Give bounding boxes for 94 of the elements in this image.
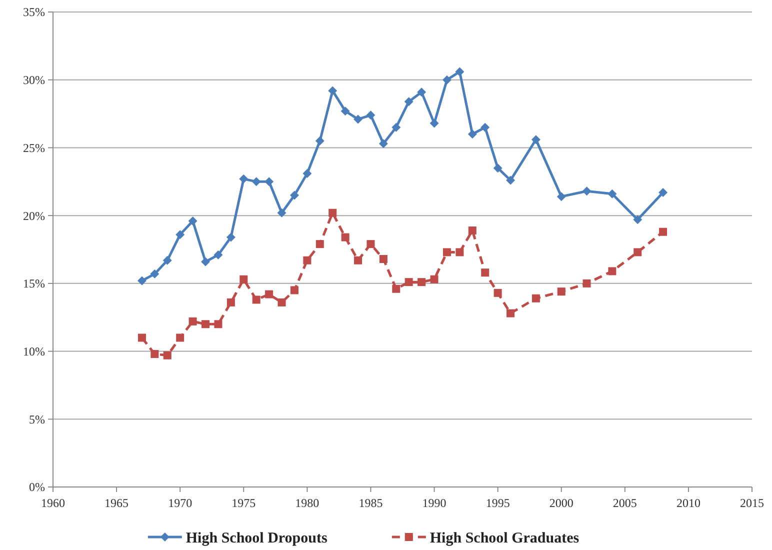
point xyxy=(354,114,363,124)
point xyxy=(226,298,235,306)
point xyxy=(506,176,516,185)
point xyxy=(506,309,515,318)
point xyxy=(328,208,337,217)
x-tick-label: 1985 xyxy=(358,496,383,510)
point xyxy=(608,267,616,276)
point xyxy=(442,248,451,256)
point xyxy=(328,86,338,96)
point xyxy=(315,136,324,146)
point xyxy=(494,288,502,297)
point xyxy=(418,278,426,286)
point xyxy=(379,255,388,263)
point xyxy=(468,130,477,139)
point xyxy=(557,288,566,296)
point xyxy=(316,240,324,248)
point xyxy=(532,294,540,302)
y-tick-label: 10% xyxy=(23,344,45,358)
point xyxy=(240,275,248,284)
point xyxy=(468,226,476,234)
point xyxy=(659,228,668,236)
point xyxy=(226,232,236,242)
point xyxy=(366,240,375,248)
point xyxy=(480,122,490,132)
point xyxy=(265,290,274,298)
point xyxy=(290,190,299,200)
point xyxy=(430,118,439,128)
point xyxy=(176,334,184,342)
point xyxy=(481,268,490,277)
point xyxy=(392,122,401,132)
point xyxy=(188,216,198,226)
point xyxy=(404,97,414,106)
point xyxy=(162,256,172,265)
y-tick-label: 35% xyxy=(23,5,45,20)
point xyxy=(582,279,591,288)
x-tick-label: 1990 xyxy=(422,496,446,510)
x-tick-label: 1960 xyxy=(41,496,65,510)
point xyxy=(404,278,413,286)
x-tick-label: 1975 xyxy=(232,496,256,510)
point xyxy=(150,269,160,278)
point xyxy=(278,298,286,306)
y-tick-label: 15% xyxy=(23,276,45,291)
point xyxy=(354,256,362,264)
x-tick-label: 2005 xyxy=(612,496,637,510)
x-tick-label: 1965 xyxy=(104,496,129,510)
x-tick-label: 2000 xyxy=(549,496,574,510)
point xyxy=(658,188,668,197)
point xyxy=(493,164,502,173)
legend-label: High School Graduates xyxy=(430,530,580,546)
point xyxy=(150,350,159,358)
x-tick-label: 1970 xyxy=(168,496,192,510)
point xyxy=(455,67,464,76)
x-tick-label: 1980 xyxy=(295,496,320,510)
y-tick-label: 20% xyxy=(23,208,45,223)
point xyxy=(633,215,642,224)
point xyxy=(214,250,223,260)
point xyxy=(531,135,540,144)
y-tick-label: 0% xyxy=(29,480,45,494)
point xyxy=(252,177,261,186)
point xyxy=(264,177,274,186)
point xyxy=(634,248,642,256)
point xyxy=(214,320,222,328)
point xyxy=(138,334,146,342)
point xyxy=(430,275,438,284)
point xyxy=(252,296,260,304)
point xyxy=(556,192,566,202)
point xyxy=(608,189,617,198)
point xyxy=(202,320,210,328)
point xyxy=(442,75,452,84)
point xyxy=(239,174,248,184)
x-tick-label: 1995 xyxy=(486,496,510,510)
x-tick-label: 2010 xyxy=(676,496,700,510)
y-tick-label: 30% xyxy=(23,73,45,88)
point xyxy=(340,106,350,116)
point xyxy=(277,208,286,218)
point xyxy=(290,286,298,294)
y-tick-label: 5% xyxy=(29,412,45,426)
point xyxy=(392,284,400,293)
point xyxy=(366,110,376,120)
point xyxy=(417,88,426,97)
point xyxy=(378,139,388,148)
y-tick-label: 25% xyxy=(23,140,45,155)
point xyxy=(137,276,146,286)
point xyxy=(303,256,312,264)
legend-label: High School Dropouts xyxy=(186,530,328,546)
point xyxy=(456,248,464,256)
point xyxy=(176,230,185,240)
point xyxy=(582,186,592,196)
point xyxy=(201,257,210,266)
point xyxy=(302,169,312,178)
point xyxy=(188,317,197,326)
x-tick-label: 2015 xyxy=(740,496,764,510)
point xyxy=(341,233,350,242)
point xyxy=(163,351,172,360)
